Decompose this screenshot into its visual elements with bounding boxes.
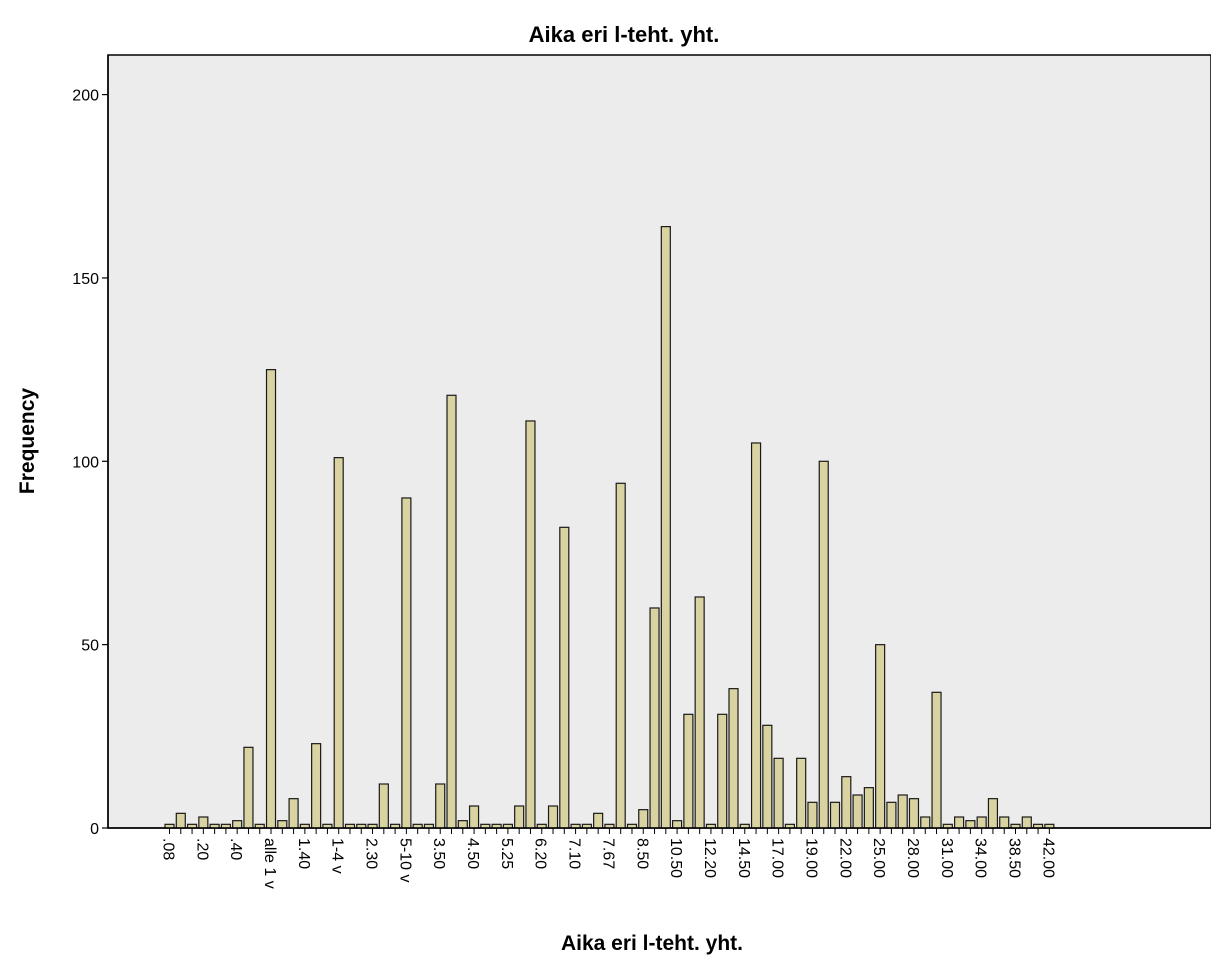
x-tick-label: 5.25 [498, 838, 515, 869]
bar [232, 820, 243, 829]
x-tick-label: 2.30 [363, 838, 380, 869]
x-tick-label: 22.00 [836, 838, 853, 878]
x-tick-label: 4.50 [464, 838, 481, 869]
bar [829, 801, 841, 829]
bar [446, 394, 457, 829]
bar [378, 783, 389, 829]
bar [1021, 816, 1032, 829]
bar [908, 798, 920, 829]
x-tick-label: alle 1 v [261, 838, 278, 889]
y-axis-title: Frequency [16, 388, 39, 495]
x-tick-label: 6.20 [532, 838, 549, 869]
bar [987, 798, 999, 829]
x-axis: .08 .20 .40 alle 1 v 1.40 1-4 v 2.30 5-10 v 3.50… [108, 827, 1211, 889]
bar [671, 820, 683, 829]
x-tick-label: 28.00 [904, 838, 921, 878]
x-tick-label: 25.00 [870, 838, 887, 878]
bar [649, 607, 660, 829]
bar [198, 816, 209, 829]
x-tick-label: 19.00 [802, 838, 819, 878]
y-tick-label: 50 [81, 638, 99, 655]
x-tick-label: .08 [160, 838, 177, 860]
bar [773, 757, 784, 829]
bar [547, 805, 559, 829]
bar [931, 691, 942, 829]
bar [841, 776, 852, 829]
bar [683, 713, 694, 829]
bar [468, 805, 480, 829]
chart-title: Aika eri l-teht. yht. [529, 22, 720, 47]
bar [999, 816, 1010, 829]
x-axis-title: Aika eri l-teht. yht. [561, 932, 743, 955]
x-tick-label: 1.40 [295, 838, 312, 869]
bar [863, 787, 874, 829]
bar [750, 442, 762, 829]
x-tick-label: 14.50 [735, 838, 752, 878]
x-tick-label: 1-4 v [329, 838, 346, 874]
y-tick-label: 150 [72, 271, 99, 288]
x-tick-label: 8.50 [633, 838, 650, 869]
x-tick-label: 17.00 [769, 838, 786, 878]
x-tick-label: 7.67 [599, 838, 616, 869]
bar [559, 526, 570, 829]
bar [953, 816, 965, 829]
x-tick-label: 10.50 [667, 838, 684, 878]
x-tick-label: 7.10 [566, 838, 583, 869]
bar [525, 420, 536, 829]
bar [457, 820, 468, 829]
bar [615, 482, 626, 829]
bar [694, 596, 705, 829]
y-axis: 0 50 100 150 200 [72, 55, 109, 838]
bar [265, 369, 277, 829]
x-tick-label: 42.00 [1039, 838, 1056, 878]
x-tick-label: 12.20 [701, 838, 718, 878]
bar [852, 794, 863, 829]
x-tick-label: 3.50 [430, 838, 447, 869]
x-tick-label: .40 [227, 838, 244, 860]
bar [638, 809, 649, 829]
bar [818, 460, 829, 829]
y-tick-label: 200 [72, 88, 99, 105]
x-tick-label: 38.50 [1006, 838, 1023, 878]
y-tick-label: 0 [90, 821, 99, 838]
x-tick-label: 31.00 [938, 838, 955, 878]
bar [333, 457, 344, 829]
bar [435, 783, 446, 829]
bar [728, 688, 739, 829]
x-tick-label: .20 [193, 838, 210, 860]
bar [886, 801, 897, 829]
bar [762, 724, 773, 829]
bar [807, 801, 818, 829]
bar [175, 812, 186, 829]
bar [311, 743, 322, 829]
bar [875, 644, 886, 829]
bar [288, 798, 299, 829]
bar [976, 816, 987, 829]
bar [514, 805, 525, 829]
bar [920, 816, 931, 829]
x-tick-label: 5-10 v [396, 838, 413, 882]
x-tick-label: 34.00 [972, 838, 989, 878]
y-tick-label: 100 [72, 454, 99, 471]
bar [717, 713, 728, 829]
bars [164, 226, 1055, 829]
bar [277, 820, 288, 829]
bar [965, 820, 976, 829]
bar [243, 746, 254, 829]
bar [796, 757, 807, 829]
bar [660, 226, 671, 829]
bar [593, 812, 604, 829]
bar [897, 794, 908, 829]
bar [401, 497, 412, 829]
